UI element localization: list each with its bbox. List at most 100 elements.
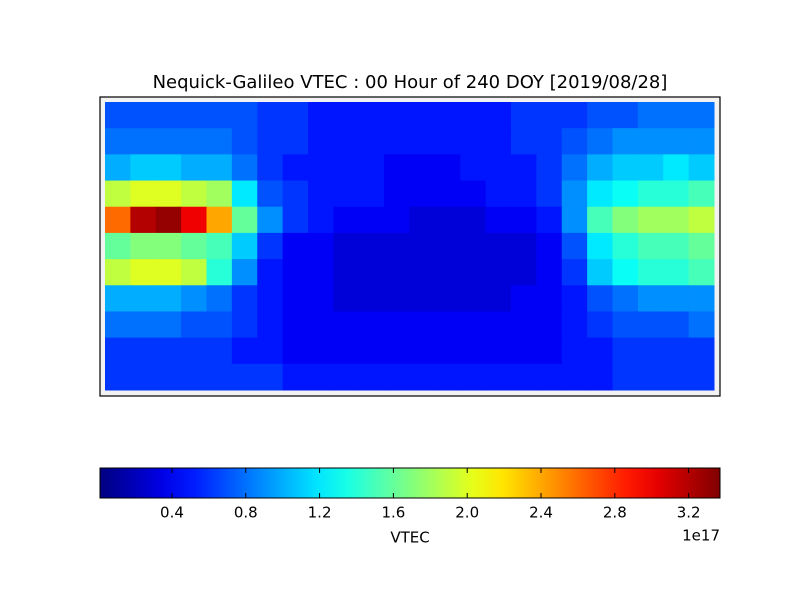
heat-cell (434, 102, 461, 129)
heat-cell (384, 232, 410, 260)
heat-cell (105, 285, 131, 312)
heat-cell (181, 259, 207, 286)
heat-cell (663, 128, 690, 155)
heat-cell (663, 337, 690, 365)
heat-cell (257, 337, 284, 365)
heat-cell (130, 206, 157, 234)
heat-cell (282, 285, 309, 312)
heat-cell (637, 232, 664, 260)
heat-cell (587, 102, 613, 129)
heat-cell (485, 154, 512, 182)
colorbar-tick-label: 1.2 (308, 504, 332, 522)
heat-cell (612, 259, 639, 286)
heat-cell (460, 285, 487, 312)
heat-cell (434, 337, 461, 365)
heat-cell (206, 363, 233, 391)
heat-cell (688, 285, 715, 312)
heat-cell (637, 311, 664, 339)
heat-cell (130, 102, 157, 129)
heat-cell (663, 206, 690, 234)
heat-cell (155, 154, 182, 182)
heat-cell (637, 337, 664, 365)
heat-cell (231, 102, 258, 129)
heat-cell (130, 285, 157, 312)
heat-cell (333, 180, 360, 208)
heat-cell (257, 259, 284, 286)
heat-cell (485, 311, 512, 339)
heat-cell (460, 180, 487, 208)
heat-cell (257, 232, 284, 260)
heat-cell (663, 180, 690, 208)
heat-cell (308, 180, 334, 208)
heat-cell (409, 337, 436, 365)
heat-cell (155, 232, 182, 260)
heat-cell (688, 232, 715, 260)
heat-cell (155, 180, 182, 208)
heat-cell (333, 206, 360, 234)
heat-cell (485, 337, 512, 365)
heat-cell (485, 102, 512, 129)
heat-cell (561, 102, 588, 129)
heat-cell (206, 337, 233, 365)
heat-cell (358, 154, 385, 182)
heat-cell (434, 232, 461, 260)
colorbar-tick-label: 1.6 (381, 504, 405, 522)
heat-cell (409, 363, 436, 391)
heat-cell (460, 128, 487, 155)
heat-cell (130, 128, 157, 155)
heat-cell (257, 285, 284, 312)
heat-cell (612, 206, 639, 234)
heat-cell (181, 285, 207, 312)
heat-cell (130, 259, 157, 286)
heat-cell (282, 232, 309, 260)
heat-cell (358, 128, 385, 155)
heat-cell (257, 128, 284, 155)
heat-cell (105, 259, 131, 286)
heat-cell (561, 311, 588, 339)
heat-cell (384, 337, 410, 365)
heat-cell (409, 232, 436, 260)
heat-cell (587, 128, 613, 155)
heat-cell (257, 180, 284, 208)
heat-cell (688, 311, 715, 339)
heat-cell (434, 206, 461, 234)
heat-cell (308, 337, 334, 365)
heat-cell (485, 363, 512, 391)
heat-cell (333, 128, 360, 155)
heat-cell (536, 154, 563, 182)
heat-cell (536, 102, 563, 129)
heat-cell (384, 102, 410, 129)
heat-cell (181, 154, 207, 182)
heat-cell (257, 311, 284, 339)
heat-cell (587, 206, 613, 234)
heat-cell (511, 363, 537, 391)
heat-cell (206, 206, 233, 234)
heat-cell (536, 128, 563, 155)
heat-cell (130, 363, 157, 391)
heat-cell (333, 102, 360, 129)
heat-cell (384, 128, 410, 155)
heat-cell (231, 206, 258, 234)
heat-cell (181, 206, 207, 234)
heat-cell (282, 102, 309, 129)
heat-cell (536, 337, 563, 365)
heat-cell (409, 285, 436, 312)
colorbar (99, 467, 721, 499)
heat-cell (333, 363, 360, 391)
heat-cell (181, 102, 207, 129)
heat-cell (460, 363, 487, 391)
heat-cell (511, 180, 537, 208)
heat-cell (485, 206, 512, 234)
heat-cell (612, 232, 639, 260)
heat-cell (688, 206, 715, 234)
heat-cell (282, 259, 309, 286)
heat-cell (460, 259, 487, 286)
heat-cell (181, 337, 207, 365)
heat-cell (688, 102, 715, 129)
heat-cell (155, 363, 182, 391)
colorbar-tick-label: 0.4 (160, 504, 184, 522)
heat-cell (308, 259, 334, 286)
heat-cell (155, 285, 182, 312)
heat-cell (308, 363, 334, 391)
